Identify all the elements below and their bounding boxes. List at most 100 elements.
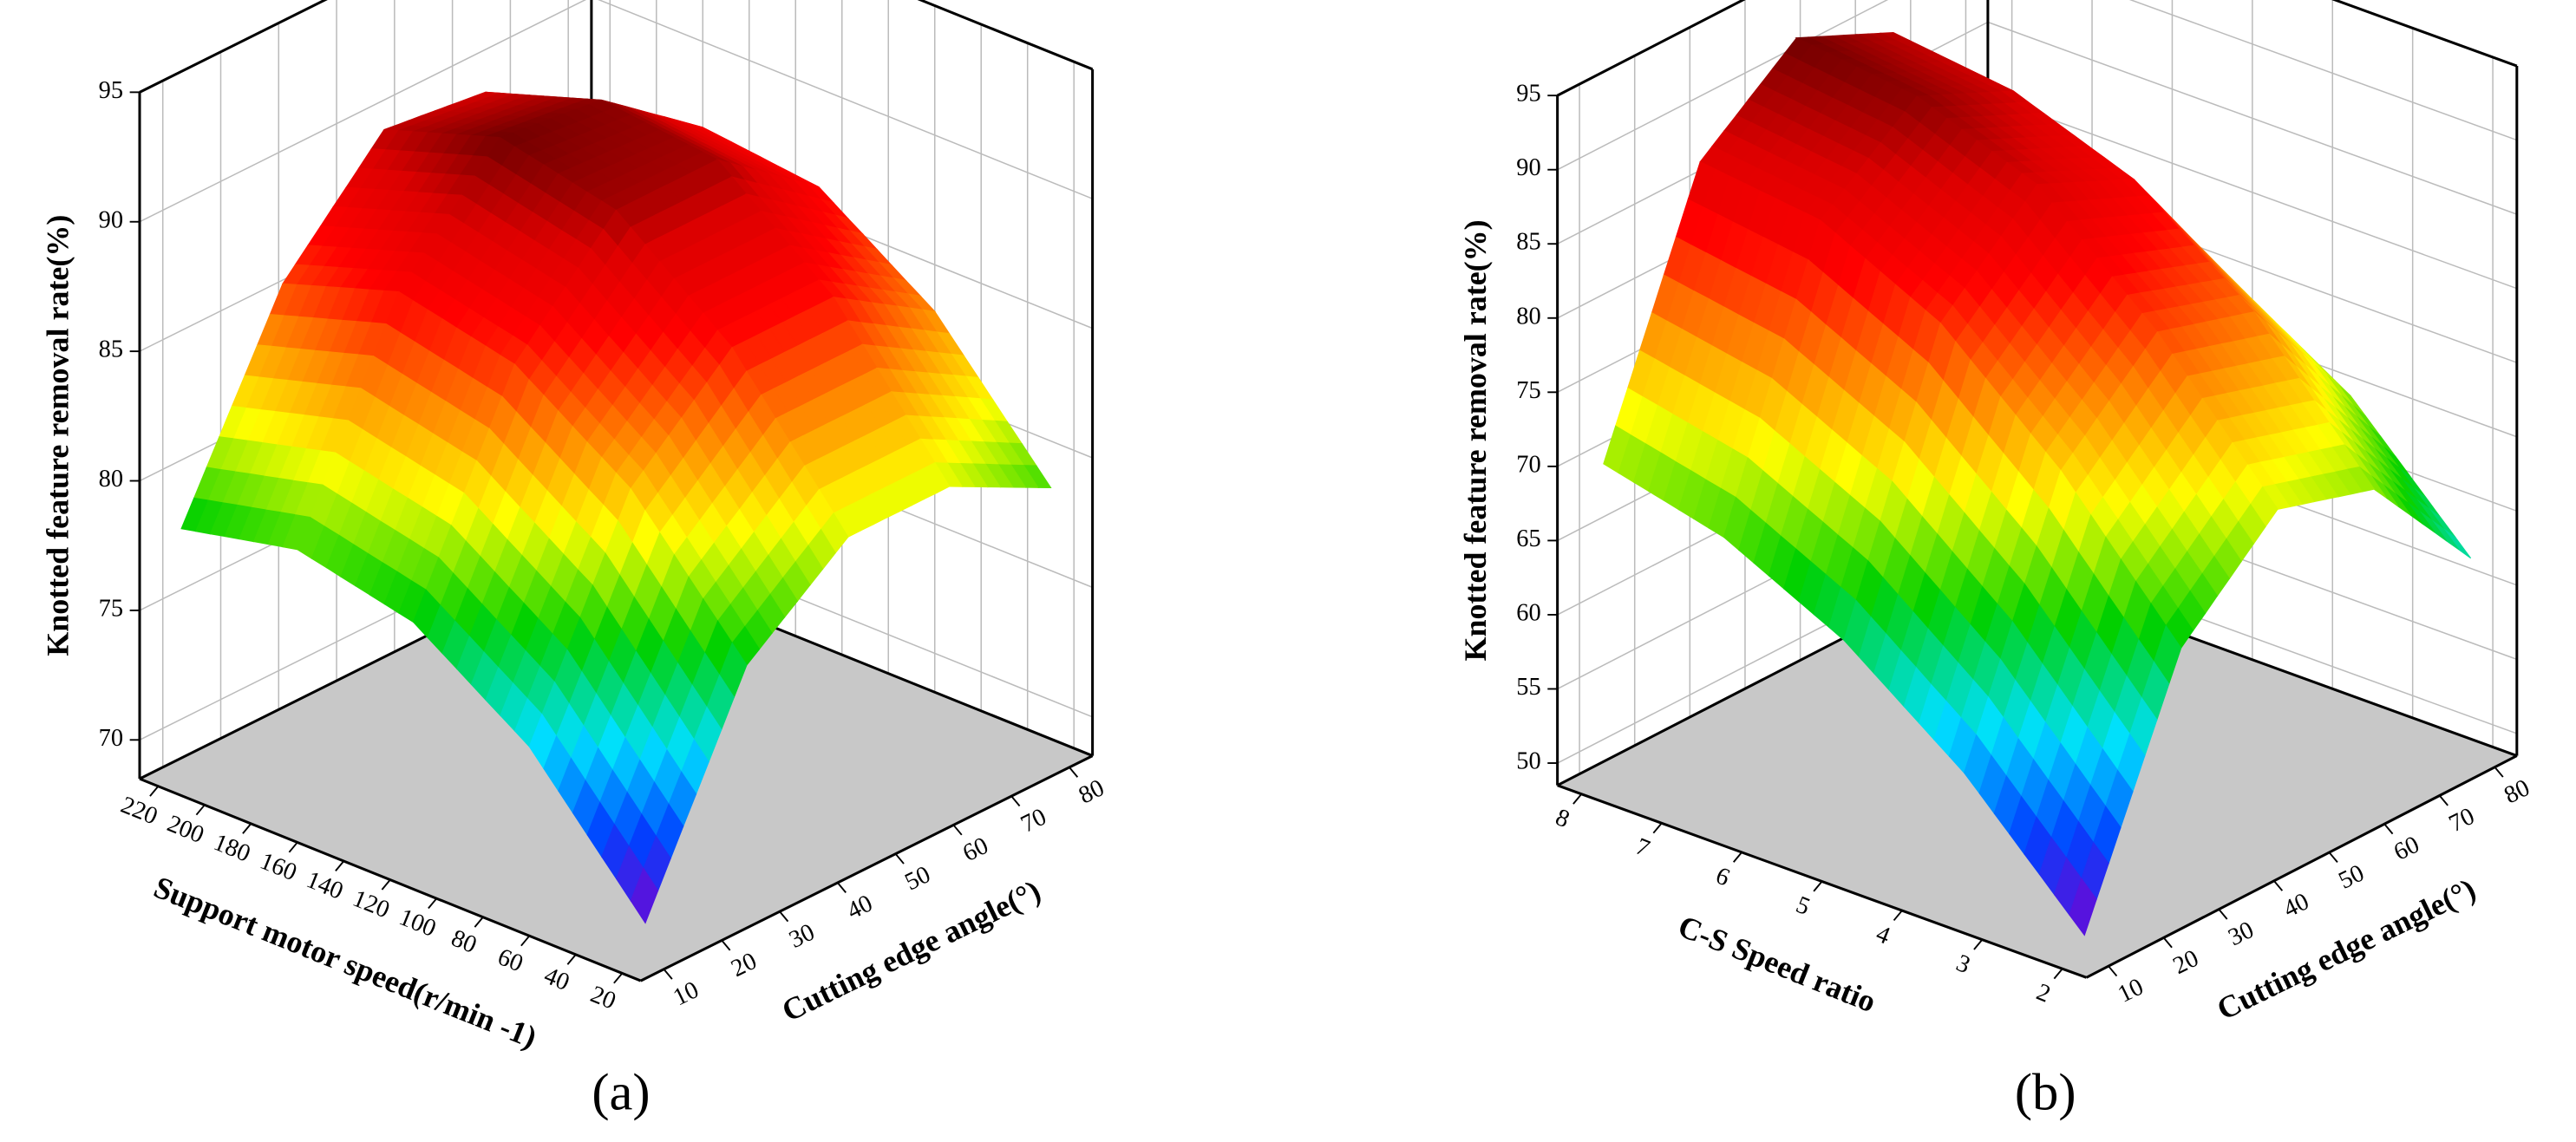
x-tick-label: 20 [2169, 945, 2203, 980]
y-tick-label: 20 [586, 981, 619, 1015]
y-tick-label: 200 [163, 810, 207, 849]
tick-mark [663, 969, 673, 980]
x-tick-label: 10 [670, 976, 703, 1011]
tick-mark [2328, 852, 2338, 864]
y-tick-label: 140 [303, 866, 347, 905]
z-tick-label: 50 [1516, 748, 1540, 775]
y-tick-label: 8 [1552, 804, 1573, 833]
tick-mark [721, 939, 731, 951]
tick-mark [952, 824, 963, 836]
surface-patch [2069, 878, 2097, 936]
x-tick-label: 40 [2279, 888, 2313, 923]
x-tick-label: 70 [2445, 803, 2479, 838]
tick-mark [2494, 767, 2504, 778]
tick-mark [1732, 852, 1742, 863]
grid-line [1987, 21, 2518, 215]
tick-mark [428, 897, 438, 910]
tick-mark [1973, 939, 1984, 950]
axis-edge [2331, 0, 2518, 68]
y-tick-label: 180 [210, 829, 254, 868]
axis-edge [139, 777, 642, 982]
tick-mark [149, 786, 160, 797]
panel-label: (a) [592, 1063, 650, 1121]
y-axis-label: C-S Speed ratio [1673, 909, 1880, 1020]
z-tick-label: 90 [1516, 154, 1540, 181]
axis-edge [1556, 0, 1746, 97]
x-tick-label: 60 [958, 832, 992, 867]
tick-mark [2108, 965, 2118, 977]
x-tick-label: 80 [1075, 774, 1108, 809]
tick-mark [520, 935, 531, 947]
panel: 1020304050607080204060801001201401601802… [40, 0, 1108, 1121]
tick-mark [566, 954, 577, 965]
y-tick-label: 60 [494, 943, 526, 977]
x-tick-label: 10 [2114, 974, 2148, 1008]
y-tick-label: 4 [1873, 921, 1894, 950]
y-tick-label: 40 [540, 963, 573, 996]
y-tick-label: 160 [256, 848, 300, 887]
grid-line [139, 0, 587, 223]
tick-mark [288, 841, 298, 853]
z-tick-label: 95 [99, 77, 123, 104]
tick-mark [1813, 880, 1823, 892]
y-tick-label: 6 [1712, 862, 1734, 891]
x-tick-label: 30 [785, 919, 819, 954]
axis-edge [2085, 754, 2518, 979]
z-tick-label: 55 [1516, 674, 1540, 701]
z-tick-label: 90 [99, 206, 123, 233]
x-tick-label: 70 [1017, 804, 1050, 839]
tick-mark [2383, 823, 2394, 835]
z-axis-label: Knotted feature removal rate(%) [1458, 219, 1493, 661]
tick-mark [2439, 794, 2449, 806]
tick-mark [242, 823, 252, 834]
x-tick-label: 30 [2224, 917, 2258, 951]
panel: 10 20 30 40 50 60 70 80 2 3 4 5 6 7 8 50 55 60 65 70 75 80 85 9… [1458, 0, 2534, 1121]
tick-mark [1572, 793, 1583, 805]
tick-mark [613, 972, 624, 984]
axis-edge [139, 0, 328, 94]
tick-mark [2162, 936, 2173, 949]
z-tick-label: 95 [1516, 81, 1540, 108]
x-tick-label: 60 [2390, 832, 2423, 866]
x-tick-label: 80 [2500, 774, 2534, 809]
y-tick-label: 2 [2032, 979, 2054, 1008]
tick-mark [474, 917, 484, 928]
z-tick-label: 60 [1516, 599, 1540, 626]
grid-line [598, 0, 1093, 199]
z-tick-label: 80 [1516, 303, 1540, 330]
tick-mark [1652, 822, 1663, 834]
grid-line [1557, 0, 1889, 171]
surface-patch [630, 867, 659, 924]
axis-edge [1557, 784, 2088, 979]
grid-line [2128, 0, 2518, 141]
tick-mark [335, 860, 345, 871]
axis-edge [917, 0, 1094, 71]
y-tick-label: 5 [1792, 891, 1814, 921]
x-tick-label: 40 [843, 890, 877, 924]
tick-mark [1893, 910, 1903, 922]
tick-mark [195, 804, 206, 816]
tick-mark [894, 853, 905, 865]
y-tick-label: 3 [1952, 949, 1974, 979]
z-tick-label: 75 [1516, 377, 1540, 404]
y-tick-label: 7 [1631, 833, 1653, 863]
y-tick-label: 220 [117, 792, 161, 831]
z-tick-label: 70 [1516, 451, 1540, 478]
tick-mark [2218, 909, 2228, 920]
tick-mark [1069, 767, 1079, 778]
tick-mark [779, 910, 789, 923]
y-tick-label: 120 [349, 885, 393, 924]
z-tick-label: 85 [1516, 229, 1540, 256]
tick-mark [837, 882, 847, 893]
x-tick-label: 20 [727, 948, 761, 982]
z-tick-label: 70 [99, 725, 123, 752]
x-tick-label: 50 [2335, 859, 2369, 894]
z-tick-label: 85 [99, 336, 123, 363]
x-axis-label: Cutting edge angle(°) [2212, 871, 2481, 1027]
tick-mark [381, 878, 391, 891]
z-tick-label: 75 [99, 595, 123, 622]
tick-mark [2273, 880, 2284, 891]
axis-edge [640, 754, 1094, 982]
z-tick-label: 65 [1516, 525, 1540, 552]
grid-line [1987, 95, 2518, 290]
